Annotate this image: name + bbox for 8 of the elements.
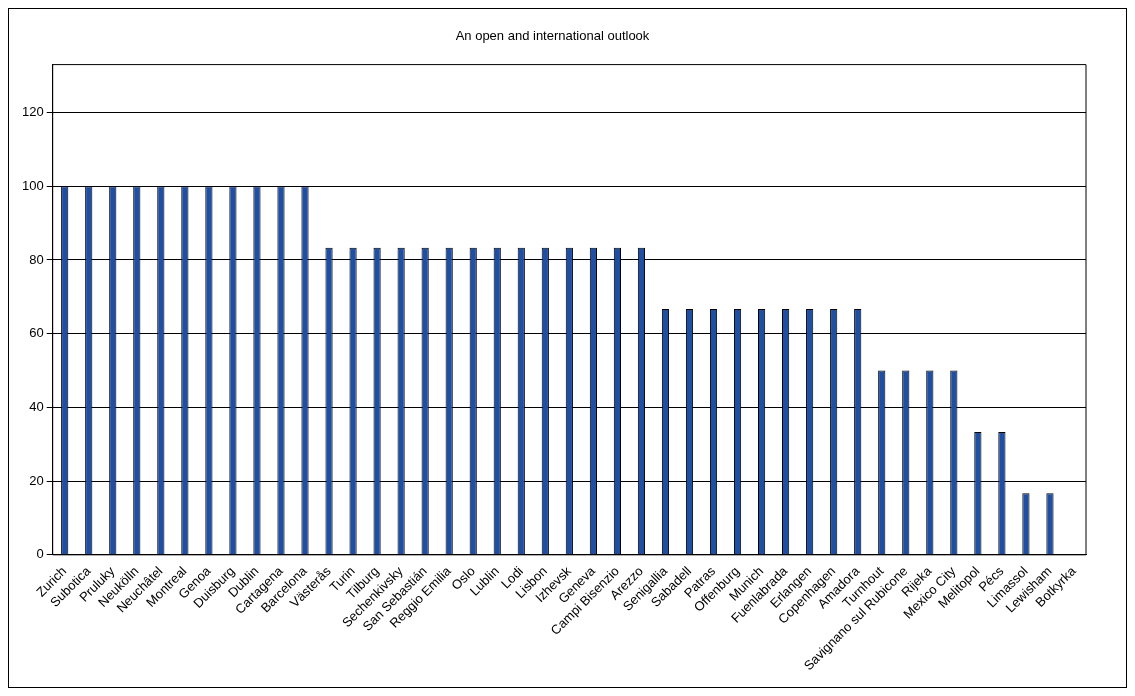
y-tick-label: 40 (29, 398, 44, 414)
y-tick-label: 0 (36, 546, 44, 562)
y-tick-label: 80 (29, 251, 44, 267)
y-tick-label: 100 (21, 177, 44, 193)
y-tick-label: 20 (29, 472, 44, 488)
y-tick-label: 120 (21, 104, 44, 120)
chart-title: An open and international outlook (455, 28, 650, 44)
y-tick-label: 60 (29, 325, 44, 341)
